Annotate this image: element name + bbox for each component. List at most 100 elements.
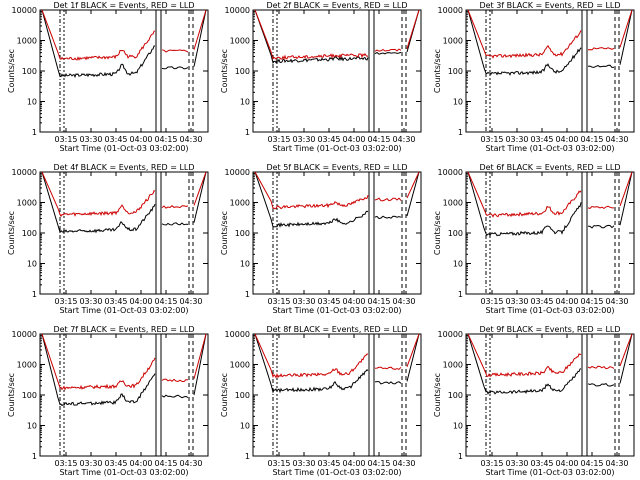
x-tick-label: 03:15	[54, 135, 77, 144]
x-axis-label: Start Time (01-Oct-03 03:02:00)	[272, 468, 401, 477]
y-tick-label: 10	[240, 98, 250, 107]
y-axis-label: Counts/sec	[7, 49, 16, 93]
y-axis-label: Counts/sec	[433, 49, 442, 93]
series-line-lld	[41, 333, 156, 391]
x-axis-label: Start Time (01-Oct-03 03:02:00)	[485, 306, 614, 315]
series-line-events	[41, 171, 156, 234]
series-line-lld	[254, 171, 369, 210]
y-tick-label: 10000	[438, 6, 463, 15]
y-tick-label: 10000	[12, 330, 37, 339]
x-axis-label: Start Time (01-Oct-03 03:02:00)	[485, 144, 614, 153]
plot-frame	[39, 171, 209, 295]
x-tick-label: 03:30	[292, 459, 315, 468]
x-tick-label: 03:45	[317, 135, 340, 144]
series-line-events-late	[161, 66, 189, 70]
y-tick-label: 10000	[225, 168, 250, 177]
x-tick-label: 03:15	[54, 297, 77, 306]
chart-panel-2: Det 2f BLACK = Events, RED = LLD 1 10 100 10…	[220, 1, 422, 153]
x-tick-label: 04:15	[367, 459, 390, 468]
chart-title: Det 3f BLACK = Events, RED = LLD	[479, 1, 620, 10]
series-line-lld-end	[406, 171, 420, 199]
x-tick-label: 03:30	[79, 459, 102, 468]
series-line-events-end	[406, 333, 420, 382]
y-tick-label: 100	[448, 67, 463, 76]
chart-title: Det 6f BLACK = Events, RED = LLD	[479, 163, 620, 172]
chart-title: Det 2f BLACK = Events, RED = LLD	[266, 1, 407, 10]
series-line-events	[254, 9, 369, 64]
x-tick-label: 03:30	[505, 297, 528, 306]
x-axis-label: Start Time (01-Oct-03 03:02:00)	[485, 468, 614, 477]
x-tick-label: 04:15	[154, 297, 177, 306]
y-tick-label: 1000	[230, 199, 250, 208]
y-tick-label: 100	[235, 229, 250, 238]
y-tick-label: 100	[235, 67, 250, 76]
x-tick-label: 03:15	[480, 135, 503, 144]
y-tick-label: 100	[22, 391, 37, 400]
x-tick-label: 03:30	[79, 297, 102, 306]
y-tick-label: 1000	[17, 37, 37, 46]
series-line-lld-end	[619, 9, 633, 48]
plot-frame	[252, 171, 422, 295]
chart-title: Det 8f BLACK = Events, RED = LLD	[266, 325, 407, 334]
series-line-lld-late	[587, 365, 615, 370]
chart-title: Det 5f BLACK = Events, RED = LLD	[266, 163, 407, 172]
series-line-lld-late	[374, 197, 402, 202]
chart-title: Det 9f BLACK = Events, RED = LLD	[479, 325, 620, 334]
series-line-lld-end	[406, 9, 420, 49]
y-tick-label: 100	[448, 229, 463, 238]
plot-frame	[252, 9, 422, 133]
x-axis-label: Start Time (01-Oct-03 03:02:00)	[272, 144, 401, 153]
x-tick-label: 03:45	[104, 297, 127, 306]
series-line-events	[467, 171, 582, 237]
chart-panel-7: Det 7f BLACK = Events, RED = LLD 1 10 100 10…	[7, 325, 209, 477]
plot-frame	[465, 9, 635, 133]
series-line-events	[467, 333, 582, 395]
y-axis-label: Counts/sec	[433, 373, 442, 417]
y-tick-label: 1	[245, 452, 250, 461]
x-tick-label: 03:30	[79, 135, 102, 144]
plot-frame	[39, 333, 209, 457]
y-tick-label: 1000	[17, 199, 37, 208]
x-tick-label: 04:30	[179, 135, 202, 144]
series-line-events-late	[587, 64, 615, 69]
series-line-lld-late	[161, 378, 189, 383]
chart-title: Det 1f BLACK = Events, RED = LLD	[53, 1, 194, 10]
x-tick-label: 04:00	[555, 135, 578, 144]
chart-panel-8: Det 8f BLACK = Events, RED = LLD 1 10 100 10…	[220, 325, 422, 477]
y-tick-label: 100	[448, 391, 463, 400]
y-tick-label: 10000	[12, 168, 37, 177]
y-tick-label: 10	[453, 422, 463, 431]
x-tick-label: 03:30	[292, 135, 315, 144]
series-line-lld	[467, 171, 582, 218]
series-line-lld-end	[193, 9, 207, 50]
series-line-lld-end	[619, 333, 633, 367]
x-tick-label: 03:30	[505, 459, 528, 468]
y-tick-label: 1	[458, 290, 463, 299]
chart-panel-6: Det 6f BLACK = Events, RED = LLD 1 10 100 10…	[433, 163, 635, 315]
x-tick-label: 04:15	[580, 459, 603, 468]
y-tick-label: 10	[453, 98, 463, 107]
series-line-lld-end	[406, 333, 420, 367]
series-line-events	[467, 9, 582, 76]
y-tick-label: 1000	[230, 37, 250, 46]
x-tick-label: 04:30	[179, 459, 202, 468]
series-line-lld-late	[587, 205, 614, 210]
y-axis-label: Counts/sec	[433, 211, 442, 255]
y-tick-label: 10000	[12, 6, 37, 15]
x-tick-label: 03:30	[292, 297, 315, 306]
x-tick-label: 04:15	[154, 135, 177, 144]
y-tick-label: 10	[27, 98, 37, 107]
y-tick-label: 1000	[230, 361, 250, 370]
series-line-events-end	[406, 171, 420, 217]
series-line-events-late	[374, 215, 402, 220]
x-tick-label: 03:15	[267, 297, 290, 306]
x-tick-label: 03:15	[267, 459, 290, 468]
x-tick-label: 03:45	[317, 459, 340, 468]
y-tick-label: 10000	[438, 330, 463, 339]
x-tick-label: 03:15	[54, 459, 77, 468]
x-tick-label: 03:45	[104, 459, 127, 468]
x-tick-label: 04:00	[129, 459, 152, 468]
x-tick-label: 03:45	[530, 297, 553, 306]
series-line-lld	[254, 9, 369, 61]
